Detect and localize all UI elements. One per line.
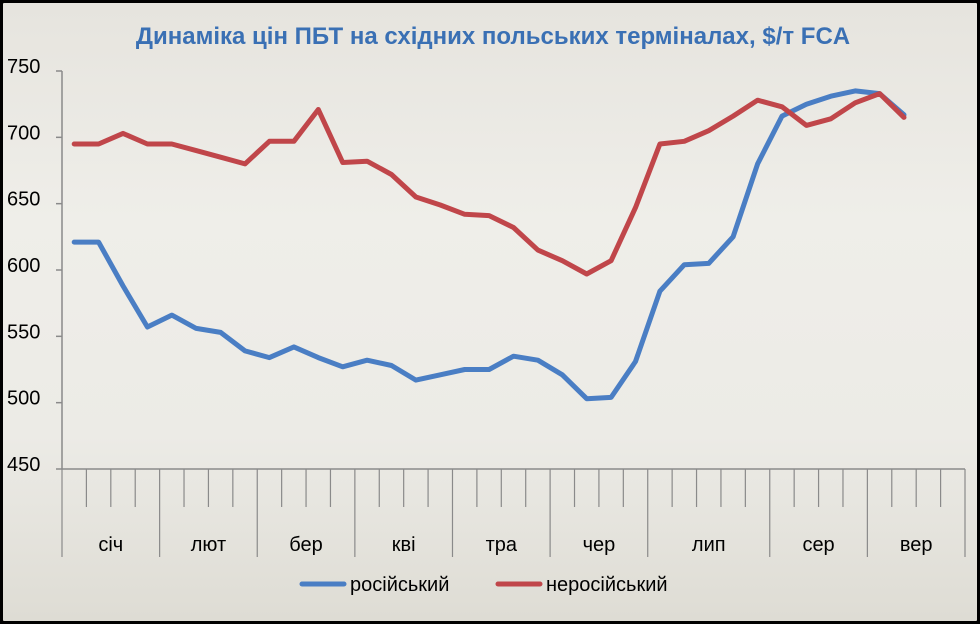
x-month-label: кві [392,534,416,556]
y-tick-label: 450 [7,454,40,476]
y-tick-label: 650 [7,189,40,211]
x-month-label: вер [900,534,933,556]
y-tick-label: 500 [7,388,40,410]
x-month-label: тра [486,534,518,556]
series-line-1 [71,91,907,277]
line-chart: 450 500 550 600 650 700 750 січ лют бер кві тра чер л… [7,56,966,596]
x-month-label: лют [191,534,226,556]
legend-label: неросійський [546,574,668,596]
legend-label: російський [350,574,449,596]
y-tick-label: 600 [7,255,40,277]
x-month-label: бер [289,534,322,556]
x-month-label: січ [98,534,123,556]
series-line-0 [71,88,907,402]
x-month-label: лип [692,534,726,556]
x-month-label: сер [802,534,834,556]
chart-title: Динаміка цін ПБТ на східних польських те… [135,23,851,50]
x-month-label: чер [583,534,616,556]
y-tick-label: 700 [7,122,40,144]
y-tick-label: 750 [7,56,40,78]
y-tick-label: 550 [7,321,40,343]
